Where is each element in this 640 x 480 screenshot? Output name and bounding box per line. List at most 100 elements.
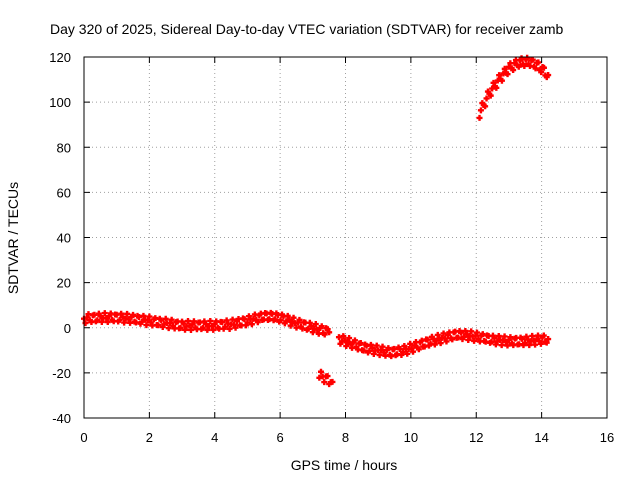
data-point <box>431 341 438 348</box>
y-axis-title: SDTVAR / TECUs <box>5 182 21 294</box>
data-point <box>343 343 350 350</box>
data-point <box>379 343 386 350</box>
data-point <box>471 337 478 344</box>
data-point <box>404 350 411 357</box>
data-point <box>495 332 502 339</box>
data-point <box>82 320 89 327</box>
x-tick-label: 12 <box>469 430 483 445</box>
data-point <box>462 327 469 334</box>
series-middle <box>335 327 552 360</box>
data-point <box>524 54 531 61</box>
data-point <box>146 313 153 320</box>
y-tick-label: -40 <box>52 411 71 426</box>
data-point <box>324 373 331 380</box>
data-point <box>346 335 353 342</box>
data-point <box>391 345 398 352</box>
data-point <box>519 335 526 342</box>
y-tick-label: 120 <box>49 50 71 65</box>
data-point <box>483 95 490 102</box>
data-point <box>543 339 550 346</box>
data-point <box>488 338 495 345</box>
y-tick-label: 40 <box>57 231 71 246</box>
data-point <box>504 342 511 349</box>
data-point <box>133 319 140 326</box>
data-point <box>241 316 248 323</box>
data-point <box>468 328 475 335</box>
data-point <box>545 72 552 79</box>
data-point <box>538 69 545 76</box>
x-tick-label: 6 <box>277 430 284 445</box>
data-point <box>526 342 533 349</box>
data-point <box>437 340 444 347</box>
data-point <box>232 324 239 331</box>
data-point <box>491 335 498 342</box>
data-point <box>370 350 377 357</box>
chart-title: Day 320 of 2025, Sidereal Day-to-day VTE… <box>50 21 563 37</box>
data-point <box>493 84 500 91</box>
data-point <box>479 331 486 338</box>
data-point <box>318 323 325 330</box>
data-point <box>165 325 172 332</box>
x-tick-label: 16 <box>600 430 614 445</box>
data-point <box>185 317 192 324</box>
data-point <box>443 338 450 345</box>
data-point <box>507 334 514 341</box>
data-point <box>290 314 297 321</box>
data-point <box>248 321 255 328</box>
data-point <box>177 324 184 331</box>
x-tick-label: 0 <box>80 430 87 445</box>
data-point <box>496 72 503 79</box>
data-point <box>187 326 194 333</box>
data-point <box>317 368 324 375</box>
y-tick-label: -20 <box>52 366 71 381</box>
data-point <box>504 71 511 78</box>
data-point <box>376 352 383 359</box>
data-point <box>190 318 197 325</box>
data-point <box>271 316 278 323</box>
data-point <box>158 317 165 324</box>
y-tick-label: 0 <box>64 321 71 336</box>
data-point <box>482 103 489 110</box>
data-point <box>476 114 483 121</box>
data-point <box>94 317 101 324</box>
data-point <box>162 315 169 322</box>
data-point <box>357 340 364 347</box>
data-point <box>168 316 175 323</box>
data-point <box>226 325 233 332</box>
data-point <box>284 312 291 319</box>
data-point <box>329 378 336 385</box>
data-point <box>229 316 236 323</box>
data-point <box>204 326 211 333</box>
data-point <box>534 332 541 339</box>
data-point <box>449 336 456 343</box>
data-point <box>312 321 319 328</box>
data-point <box>532 65 539 72</box>
data-point <box>487 92 494 99</box>
y-tick-label: 80 <box>57 140 71 155</box>
x-tick-label: 14 <box>534 430 548 445</box>
data-point <box>316 374 323 381</box>
data-point <box>490 79 497 86</box>
data-point <box>140 312 147 319</box>
data-point <box>498 77 505 84</box>
data-point <box>457 329 464 336</box>
data-point <box>501 333 508 340</box>
data-point <box>410 348 417 355</box>
data-point <box>415 346 422 353</box>
data-point <box>309 329 316 336</box>
data-point <box>121 319 128 326</box>
data-point <box>407 340 414 347</box>
data-point <box>98 318 105 325</box>
series-isolated <box>316 368 336 388</box>
data-point <box>254 319 261 326</box>
data-point <box>501 65 508 72</box>
data-point <box>351 337 358 344</box>
data-point <box>199 324 206 331</box>
data-point <box>473 329 480 336</box>
data-point <box>518 55 525 62</box>
data-point <box>529 56 536 63</box>
data-point <box>326 329 333 336</box>
data-point <box>510 67 517 74</box>
data-point <box>477 107 484 114</box>
